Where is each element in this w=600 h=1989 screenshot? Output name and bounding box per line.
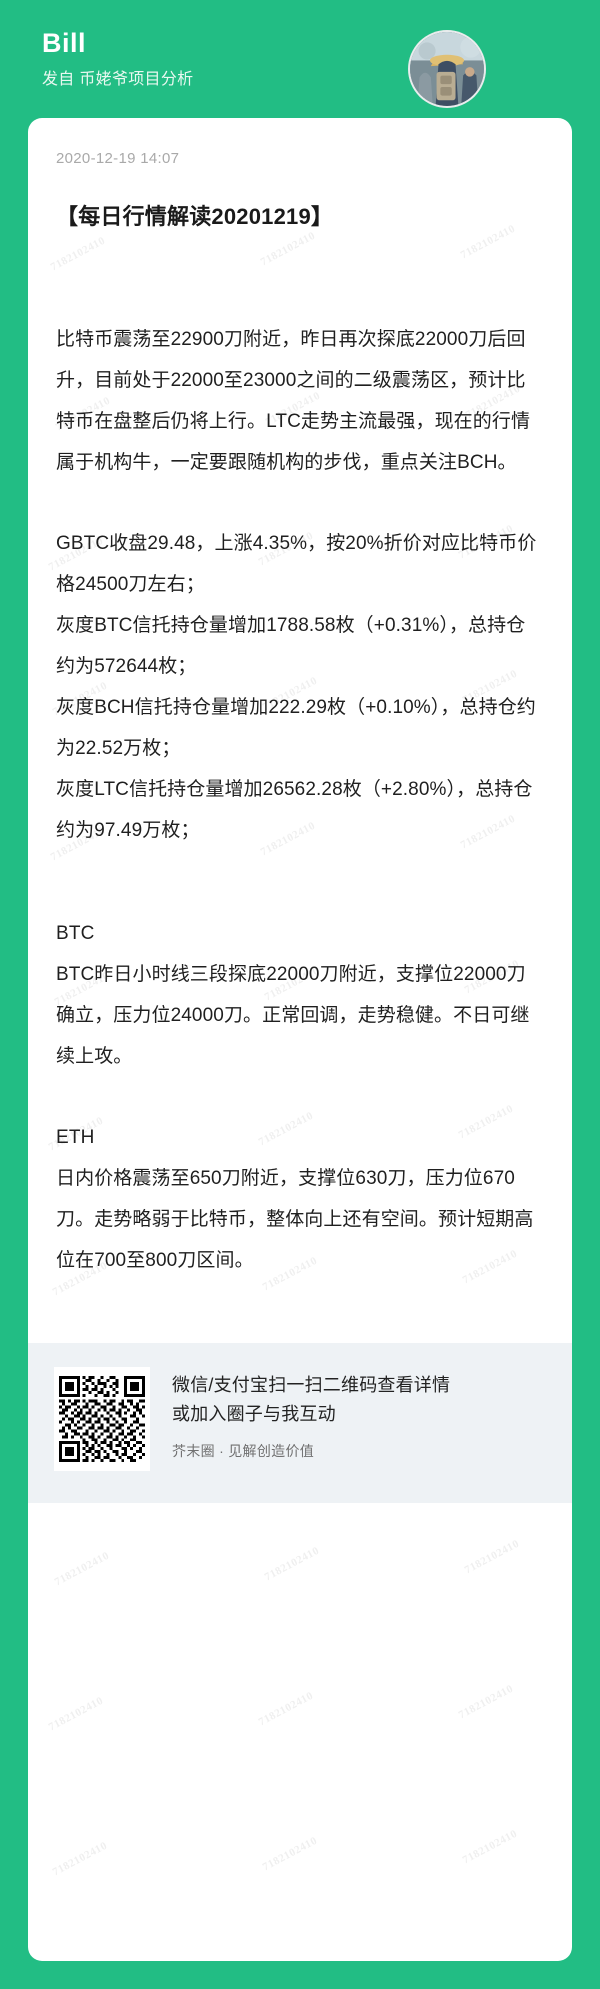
header: Bill 发自 币姥爷项目分析 — [28, 0, 572, 118]
watermark-text: 7182102410 — [260, 1834, 320, 1874]
watermark-text: 7182102410 — [456, 1682, 516, 1722]
qr-code-icon — [59, 1376, 145, 1462]
watermark-text: 7182102410 — [262, 1544, 322, 1584]
spacer — [56, 233, 544, 319]
section-body-eth: 日内价格震荡至650刀附近，支撑位630刀，压力位670刀。走势略弱于比特币，整… — [56, 1168, 534, 1271]
paragraph-gbtc-line-4: 灰度LTC信托持仓量增加26562.28枚（+2.80%），总持仓约为97.49… — [56, 779, 533, 841]
spacer — [56, 1077, 544, 1117]
paragraph-gbtc-line-1: GBTC收盘29.48，上涨4.35%，按20%折价对应比特币价格24500刀左… — [56, 533, 537, 595]
spacer — [56, 483, 544, 523]
paragraph-gbtc-line-2: 灰度BTC信托持仓量增加1788.58枚（+0.31%），总持仓约为572644… — [56, 615, 526, 677]
promo-line-2: 或加入圈子与我互动 — [172, 1404, 336, 1424]
paragraph-market-overview: 比特币震荡至22900刀附近，昨日再次探底22000刀后回升，目前处于22000… — [56, 329, 531, 473]
article-title: 【每日行情解读20201219】 — [56, 204, 334, 229]
section-heading-btc: BTC — [56, 923, 95, 944]
spacer — [56, 851, 544, 913]
qr-code[interactable] — [54, 1367, 150, 1471]
paragraph-gbtc-line-3: 灰度BCH信托持仓量增加222.29枚（+0.10%），总持仓约为22.52万枚… — [56, 697, 536, 759]
watermark-text: 7182102410 — [256, 1689, 316, 1729]
promo-footer: 微信/支付宝扫一扫二维码查看详情 或加入圈子与我互动 芥末圈 · 见解创造价值 — [28, 1343, 572, 1503]
watermark-text: 7182102410 — [50, 1839, 110, 1879]
promo-line-1: 微信/支付宝扫一扫二维码查看详情 — [172, 1375, 451, 1395]
spacer — [56, 1281, 544, 1343]
avatar[interactable] — [408, 30, 486, 108]
watermark-text: 7182102410 — [460, 1827, 520, 1867]
promo-text: 微信/支付宝扫一扫二维码查看详情 或加入圈子与我互动 芥末圈 · 见解创造价值 — [172, 1367, 450, 1461]
watermark-text: 7182102410 — [462, 1537, 522, 1577]
watermark-text: 7182102410 — [46, 1694, 106, 1734]
section-heading-eth: ETH — [56, 1127, 95, 1148]
promo-brand: 芥末圈 · 见解创造价值 — [172, 1443, 315, 1459]
section-body-btc: BTC昨日小时线三段探底22000刀附近，支撑位22000刀确立，压力位2400… — [56, 964, 530, 1067]
article-card: 7182102410 7182102410 7182102410 7182102… — [28, 118, 572, 1961]
article-body: 2020-12-19 14:07 【每日行情解读20201219】 比特币震荡至… — [56, 150, 544, 1343]
page-title: Bill — [42, 28, 87, 58]
avatar-photo-icon — [410, 32, 484, 106]
watermark-text: 7182102410 — [52, 1549, 112, 1589]
article-timestamp: 2020-12-19 14:07 — [56, 150, 180, 167]
header-subtitle: 发自 币姥爷项目分析 — [42, 71, 194, 88]
